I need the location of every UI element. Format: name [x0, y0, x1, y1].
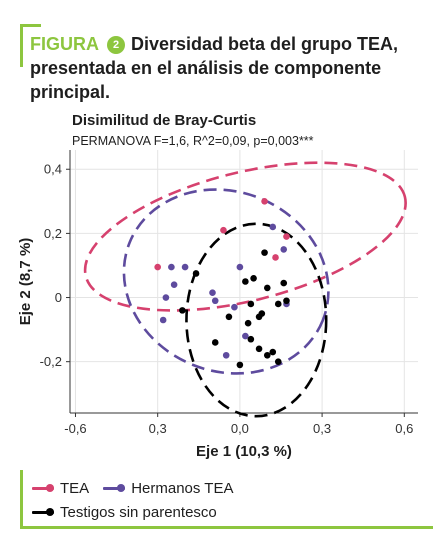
point-series-2-6: [250, 274, 257, 282]
point-series-1-8: [280, 246, 288, 253]
point-series-1-2: [170, 281, 178, 289]
ellipse-series-2: [185, 222, 328, 418]
figure-label: FIGURA: [30, 34, 99, 54]
ellipse-series-0: [83, 161, 407, 312]
legend-key-testigos: [32, 507, 54, 517]
point-series-1-10: [222, 351, 230, 359]
point-series-2-12: [283, 297, 290, 305]
point-series-1-3: [162, 294, 170, 301]
y-tick-label-1: 0,2: [44, 226, 62, 241]
x-tick-label-0: -0,6: [64, 421, 86, 436]
figure-number-badge: 2: [107, 36, 125, 54]
point-series-2-19: [244, 319, 252, 327]
x-tick-label-2: 0,0: [231, 421, 249, 436]
point-series-2-16: [263, 351, 271, 359]
y-axis-title: Eje 2 (8,7 %): [17, 238, 34, 326]
legend-row-1: TEA Hermanos TEA: [32, 476, 422, 500]
point-series-2-3: [225, 313, 233, 321]
point-series-2-8: [247, 300, 255, 308]
point-series-2-15: [255, 345, 263, 353]
point-series-2-11: [274, 300, 282, 308]
point-series-1-5: [209, 289, 216, 297]
point-series-0-2: [261, 198, 268, 205]
legend-label-tea: TEA: [60, 479, 90, 497]
legend-item-hermanos: Hermanos TEA: [103, 480, 233, 497]
legend-label-testigos: Testigos sin parentesco: [60, 503, 217, 521]
point-series-0-1: [220, 226, 227, 234]
ellipse-series-1: [122, 188, 330, 375]
point-series-2-10: [280, 279, 288, 287]
figure-frame-top: [20, 24, 41, 67]
legend-label-hermanos: Hermanos TEA: [131, 479, 234, 497]
chart-subtitle: PERMANOVA F=1,6, R^2=0,09, p=0,003***: [72, 134, 314, 148]
point-series-0-0: [154, 263, 161, 271]
figure-frame-bottom: [20, 470, 433, 529]
x-tick-label-3: 0,3: [313, 421, 331, 436]
point-series-1-6: [236, 263, 244, 271]
point-series-2-13: [247, 335, 255, 343]
point-series-2-17: [274, 358, 282, 365]
y-tick-label-3: -0,2: [40, 354, 62, 369]
point-series-1-12: [211, 297, 219, 305]
point-series-1-9: [231, 303, 238, 311]
point-series-2-4: [242, 278, 249, 285]
point-series-2-5: [261, 249, 268, 256]
point-series-2-2: [211, 339, 219, 346]
y-tick-label-2: 0: [55, 290, 62, 305]
point-series-2-7: [263, 284, 271, 292]
legend: TEA Hermanos TEA Testigos sin parentesco: [32, 476, 422, 524]
point-series-2-18: [269, 348, 277, 356]
legend-item-testigos: Testigos sin parentesco: [32, 504, 217, 521]
chart-title: Disimilitud de Bray-Curtis: [72, 112, 256, 129]
legend-key-hermanos: [103, 483, 126, 493]
point-series-1-1: [159, 316, 167, 324]
point-series-1-13: [242, 332, 249, 340]
point-series-2-1: [179, 307, 186, 314]
point-series-2-0: [192, 270, 200, 277]
x-tick-label-4: 0,6: [395, 421, 413, 436]
point-series-2-20: [255, 313, 263, 321]
point-series-1-7: [269, 223, 277, 231]
point-series-0-4: [272, 254, 279, 261]
legend-item-tea: TEA: [32, 480, 89, 497]
figure-heading: FIGURA 2 Diversidad beta del grupo TEA, pr…: [30, 32, 430, 104]
point-series-1-4: [181, 263, 189, 271]
point-series-0-3: [283, 233, 290, 240]
y-tick-label-0: 0,4: [44, 162, 62, 177]
x-tick-label-1: 0,3: [149, 421, 167, 436]
point-series-1-0: [168, 263, 175, 271]
figure-title: Diversidad beta del grupo TEA, presentad…: [30, 34, 399, 102]
point-series-2-14: [236, 361, 244, 369]
legend-row-2: Testigos sin parentesco: [32, 500, 422, 524]
x-axis-title: Eje 1 (10,3 %): [196, 443, 292, 460]
legend-key-tea: [32, 483, 54, 493]
